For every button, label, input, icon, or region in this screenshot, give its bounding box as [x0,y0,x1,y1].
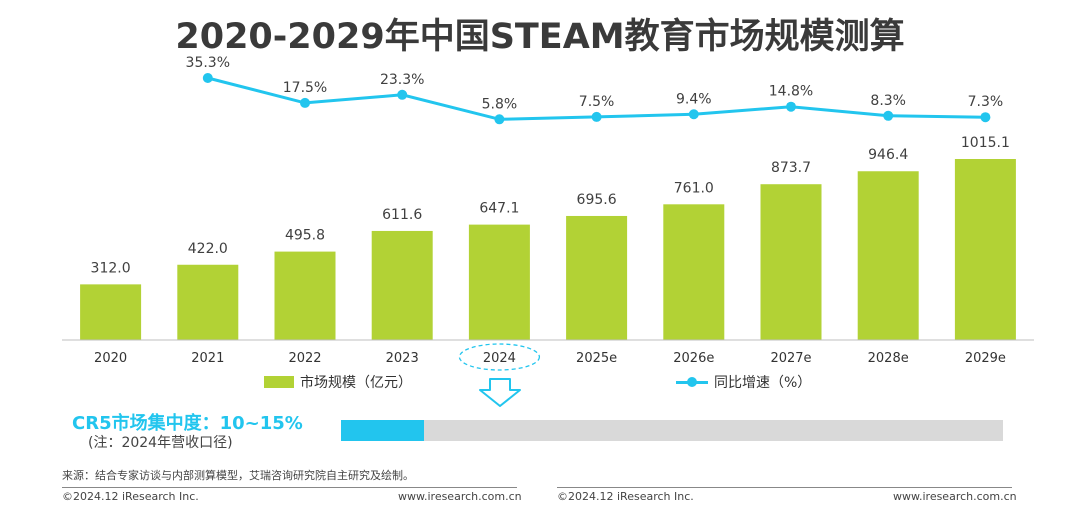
footer-url-right: www.iresearch.com.cn [893,490,1017,503]
growth-point-2024 [494,114,505,125]
footer-rule-left [62,487,517,488]
page-title: 2020-2029年中国STEAM教育市场规模测算 [175,17,905,57]
bar-2020 [80,284,142,340]
growth-point-2027e [786,101,796,112]
x-tick-label: 2027e [770,351,811,366]
x-tick-label: 2026e [673,351,714,366]
cr5-note: (注：2024年营收口径) [88,435,233,451]
source-note: 来源：结合专家访谈与内部测算模型，艾瑞咨询研究院自主研究及绘制。 [62,469,414,482]
cr5-progress-bar [341,420,1003,441]
growth-value-label: 7.5% [579,94,615,110]
bar-value-label: 946.4 [868,147,908,163]
footer-copyright-left: ©2024.12 iResearch Inc. [62,490,199,503]
x-tick-label: 2021 [191,351,224,366]
growth-value-label: 7.3% [968,94,1004,110]
x-tick-label: 2025e [576,351,617,366]
legend-bar: 市场规模（亿元） [264,372,412,392]
bar-2023 [371,230,433,340]
highlight-2024-ellipse [458,343,541,371]
legend-bar-label: 市场规模（亿元） [300,375,412,391]
bar-2024 [468,224,530,340]
growth-value-label: 35.3% [186,55,230,71]
footer-copyright-right: ©2024.12 iResearch Inc. [557,490,694,503]
x-tick-label: 2028e [868,351,909,366]
bar-value-label: 312.0 [91,260,131,276]
down-arrow-icon [479,378,521,407]
bar-value-label: 695.6 [577,192,617,208]
x-tick-label: 2024 [483,351,516,366]
bar-value-label: 495.8 [285,228,325,244]
growth-point-2025e [591,111,602,122]
bar-2028e [857,171,919,340]
legend-line-swatch [676,376,708,388]
growth-point-2026e [688,109,699,120]
bar-2027e [760,184,822,340]
legend-line: 同比增速（%） [676,372,811,392]
bar-2026e [663,204,725,340]
legend-bar-swatch [264,376,294,388]
footer-url-left: www.iresearch.com.cn [398,490,522,503]
bar-value-label: 1015.1 [961,135,1010,151]
growth-value-label: 17.5% [283,80,327,96]
growth-point-2021 [202,73,213,83]
footer-rule-right [557,487,1012,488]
growth-value-label: 14.8% [769,84,813,100]
growth-point-2028e [883,110,894,121]
growth-value-label: 23.3% [380,72,424,88]
growth-point-2029e [980,112,991,123]
bar-value-label: 611.6 [382,207,422,223]
growth-point-2023 [397,89,408,100]
bar-2021 [177,264,239,340]
bar-value-label: 647.1 [479,201,519,217]
x-tick-label: 2029e [965,351,1006,366]
bar-2025e [566,215,628,340]
x-tick-label: 2023 [386,351,419,366]
bar-value-label: 422.0 [188,241,228,257]
cr5-title: CR5市场集中度：10~15% [72,413,303,434]
bar-value-label: 761.0 [674,180,714,196]
bar-value-label: 873.7 [771,160,811,176]
bar-2029e [954,159,1016,340]
bar-2022 [274,251,336,340]
growth-point-2022 [300,97,310,108]
growth-value-label: 5.8% [482,96,518,112]
x-tick-label: 2020 [94,351,127,366]
chart: 2020 2021 2022 2023 2024 2025e 2026e 2027e 2028e… [62,55,1034,371]
legend-line-label: 同比增速（%） [714,375,812,391]
cr5-progress-fill [341,420,424,441]
growth-value-label: 9.4% [676,91,712,107]
growth-value-label: 8.3% [870,93,906,109]
x-tick-label: 2022 [288,351,321,366]
